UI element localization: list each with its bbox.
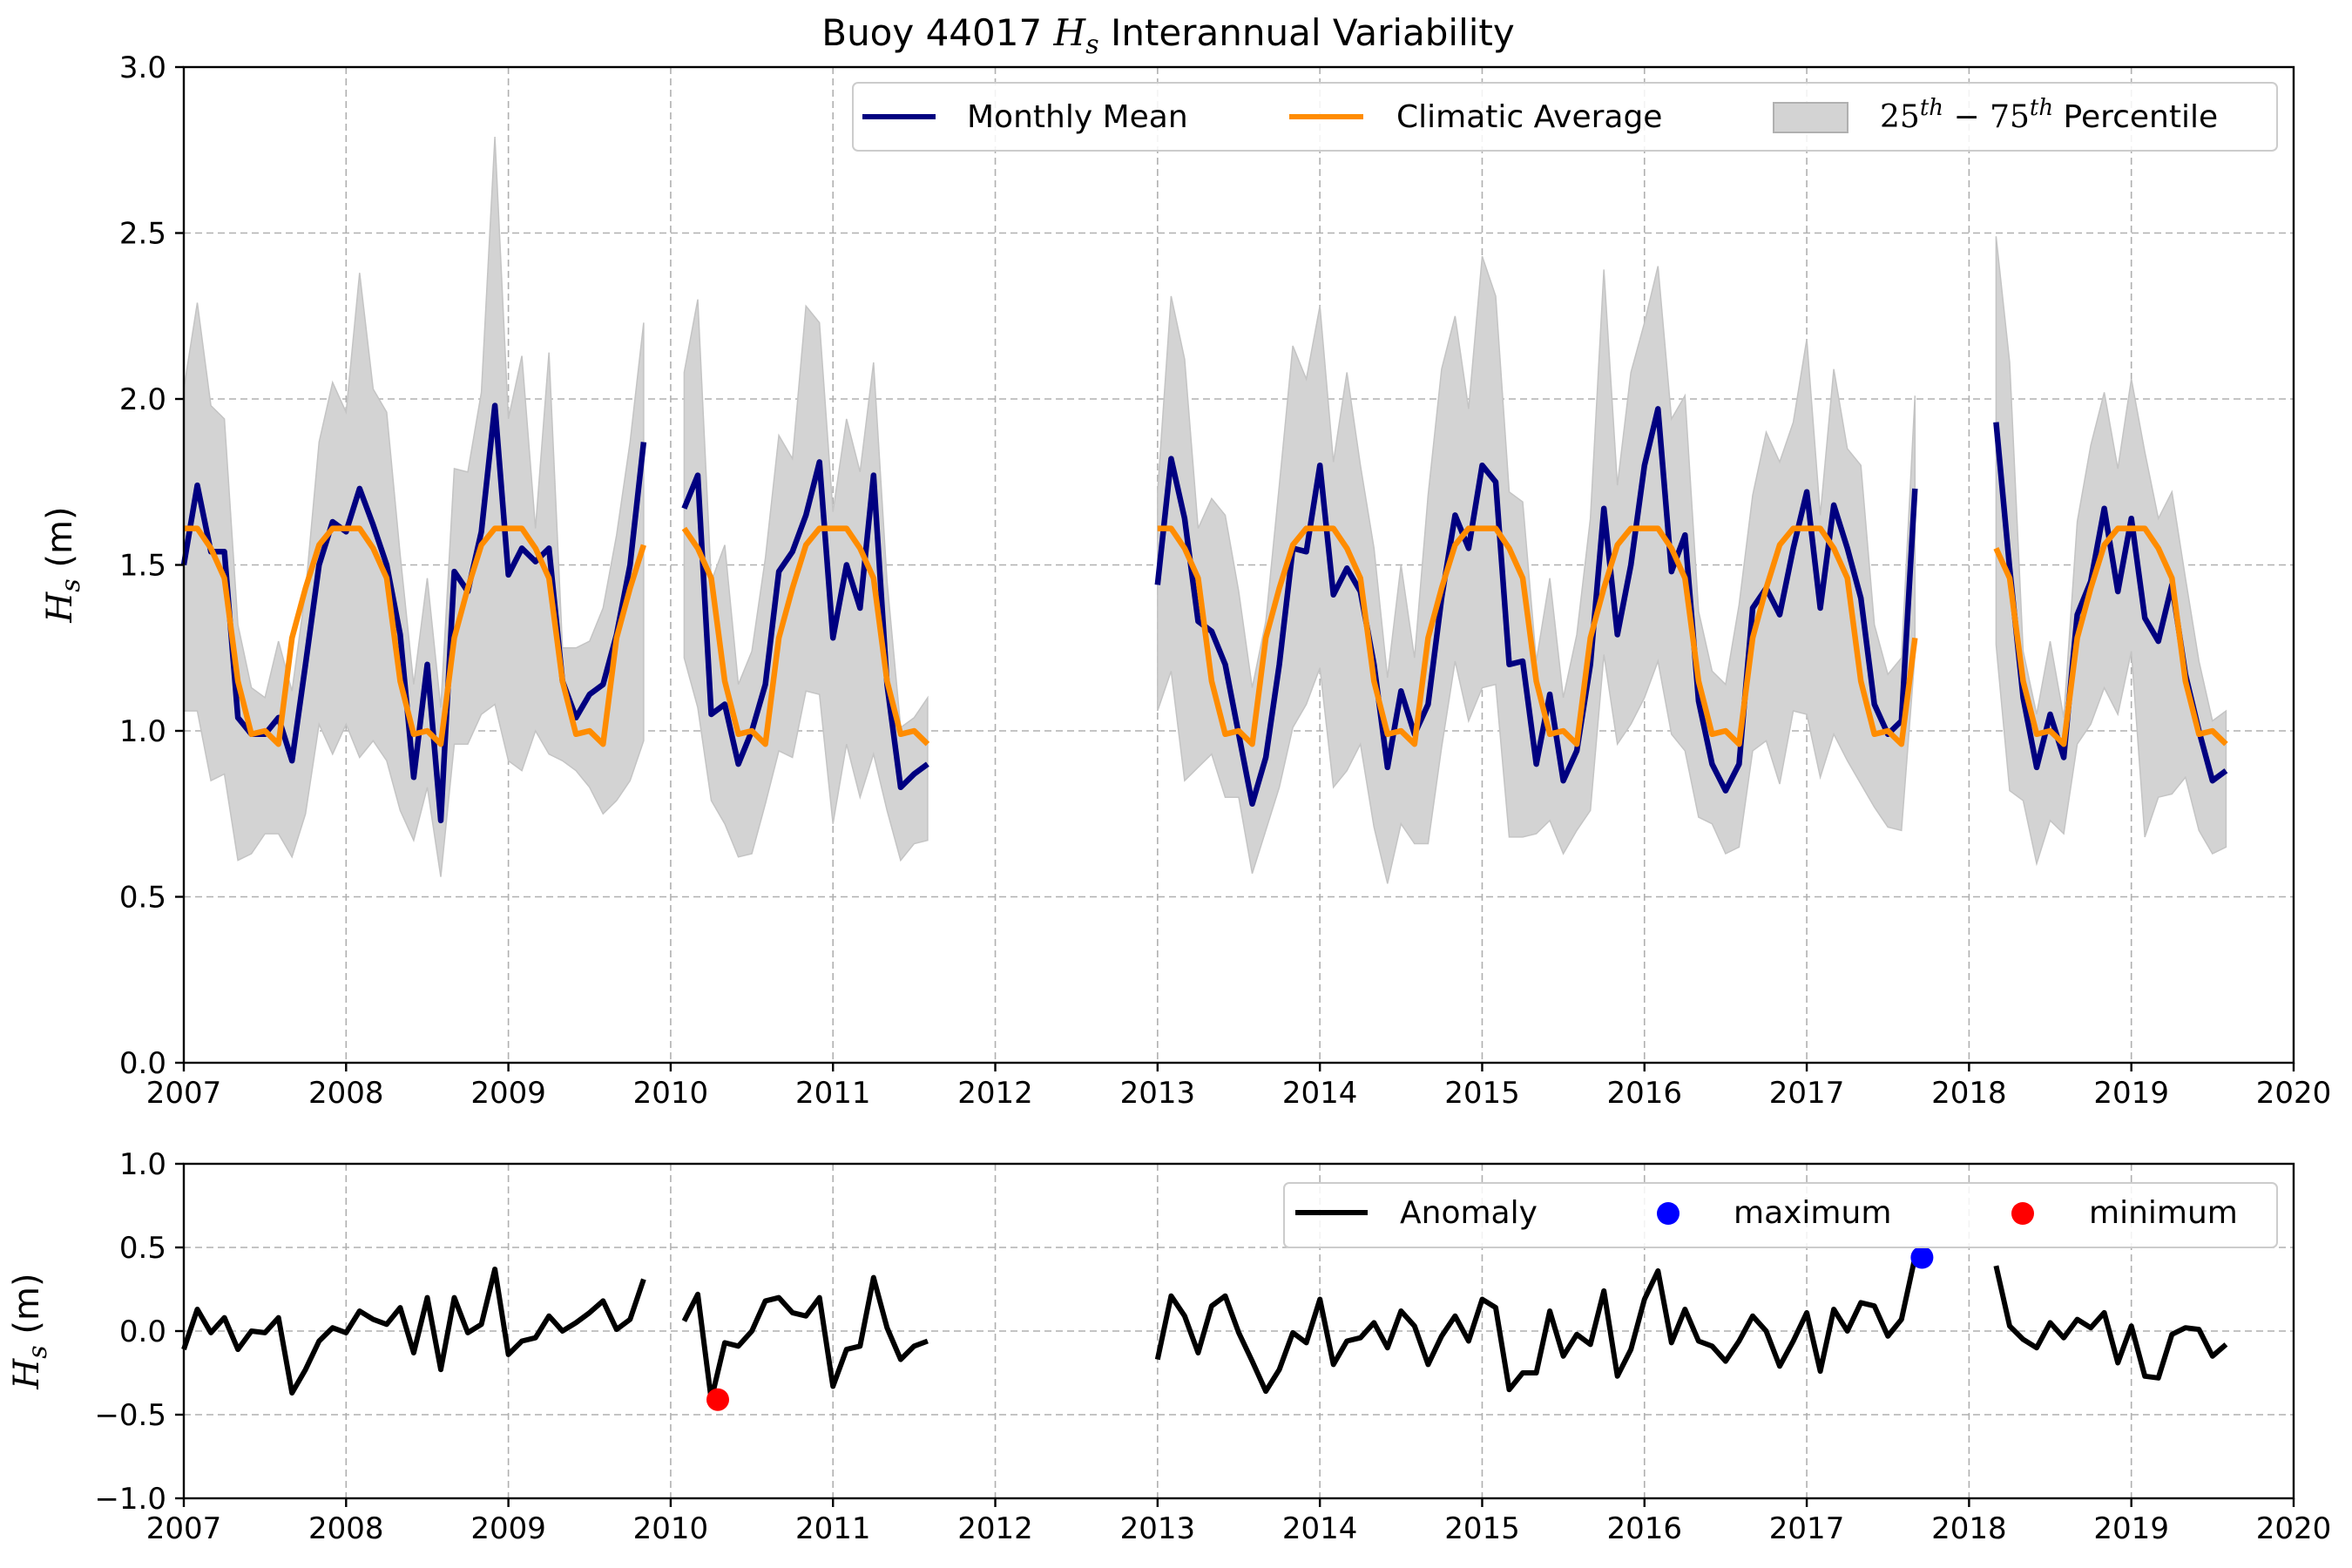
top-y-tick-label-2.0: 2.0 [119, 382, 166, 417]
bottom-x-tick-label-2007: 2007 [146, 1511, 222, 1546]
bottom-y-tick-label-−1.0: −1.0 [94, 1482, 166, 1517]
bottom-x-tick-label-2016: 2016 [1607, 1511, 1683, 1546]
legend-swatch-percentile [1773, 102, 1848, 133]
top-panel: Buoy 44017 Hs Interannual Variability 20… [40, 11, 2331, 1111]
top-y-tick-label-0.0: 0.0 [119, 1046, 166, 1081]
climatic-average-line-segment-1 [184, 525, 647, 747]
monthly-mean-line-segment-3 [1154, 406, 1918, 808]
anomaly-line-segment-3 [1154, 1256, 1918, 1395]
bottom-x-tick-label-2017: 2017 [1769, 1511, 1845, 1546]
maximum-marker [1910, 1246, 1934, 1269]
top-x-tick-label-2012: 2012 [957, 1076, 1033, 1111]
anomaly-lines [181, 1256, 2228, 1402]
top-x-tick-label-2013: 2013 [1120, 1076, 1196, 1111]
chart-title: Buoy 44017 Hs Interannual Variability [821, 11, 1515, 60]
legend-label-maximum: maximum [1734, 1195, 1891, 1231]
minimum-marker [706, 1388, 729, 1411]
top-x-tick-label-2020: 2020 [2256, 1076, 2332, 1111]
top-y-tick-label-3.0: 3.0 [119, 51, 166, 85]
top-x-tick-label-2007: 2007 [146, 1076, 222, 1111]
legend-label-anomaly: Anomaly [1400, 1195, 1538, 1231]
bottom-legend-box [1283, 1182, 2278, 1248]
bottom-y-tick-label-1.0: 1.0 [119, 1147, 166, 1182]
bottom-x-tick-label-2008: 2008 [308, 1511, 384, 1546]
bottom-x-tick-label-2013: 2013 [1120, 1511, 1196, 1546]
bottom-x-tick-label-2020: 2020 [2256, 1511, 2332, 1546]
top-x-tick-label-2009: 2009 [470, 1076, 546, 1111]
top-x-tick-label-2011: 2011 [795, 1076, 871, 1111]
legend-label-climatic-average: Climatic Average [1396, 99, 1662, 135]
legend-swatch-maximum [1657, 1202, 1680, 1225]
top-y-tick-label-2.5: 2.5 [119, 217, 166, 252]
top-x-tick-label-2019: 2019 [2093, 1076, 2169, 1111]
legend-label-monthly-mean: Monthly Mean [967, 99, 1188, 135]
bottom-x-tick-label-2019: 2019 [2093, 1511, 2169, 1546]
bottom-panel: 2007 2008 2009 2010 2011 2012 2013 2014 2015 2016… [7, 1147, 2331, 1546]
top-legend: Monthly Mean Climatic Average 25th − 75t… [852, 82, 2278, 152]
extreme-markers [706, 1246, 1934, 1411]
percentile-band-segment-2 [683, 299, 929, 862]
bottom-y-axis-label: Hs (m) [7, 1273, 53, 1389]
top-x-tick-label-2017: 2017 [1769, 1076, 1845, 1111]
top-x-tick-label-2016: 2016 [1607, 1076, 1683, 1111]
bottom-y-tick-label-0.5: 0.5 [119, 1231, 166, 1266]
bottom-x-tick-label-2010: 2010 [633, 1511, 709, 1546]
bottom-x-tick-label-2018: 2018 [1931, 1511, 2007, 1546]
percentile-band [183, 136, 2227, 884]
legend-swatch-minimum [2011, 1202, 2034, 1225]
top-x-tick-label-2018: 2018 [1931, 1076, 2007, 1111]
top-x-tick-label-2014: 2014 [1282, 1076, 1358, 1111]
anomaly-line-segment-4 [1993, 1265, 2228, 1381]
bottom-legend: Anomaly maximum minimum [1283, 1182, 2278, 1248]
top-y-tick-label-1.5: 1.5 [119, 549, 166, 584]
bottom-x-axis: 2007 2008 2009 2010 2011 2012 2013 2014 2015 2016… [146, 1498, 2332, 1546]
top-x-tick-label-2015: 2015 [1444, 1076, 1520, 1111]
bottom-y-tick-label-0.0: 0.0 [119, 1315, 166, 1349]
top-legend-box [852, 82, 2278, 152]
top-x-tick-label-2010: 2010 [633, 1076, 709, 1111]
bottom-x-tick-label-2015: 2015 [1444, 1511, 1520, 1546]
top-y-axis-label: Hs (m) [40, 506, 86, 623]
anomaly-line-segment-2 [681, 1274, 929, 1402]
top-y-axis: 0.0 0.5 1.0 1.5 2.0 2.5 3.0 [119, 51, 184, 1081]
top-x-tick-label-2008: 2008 [308, 1076, 384, 1111]
anomaly-line-segment-1 [181, 1267, 646, 1396]
top-y-tick-label-0.5: 0.5 [119, 881, 166, 916]
legend-label-minimum: minimum [2089, 1195, 2238, 1231]
top-grid [184, 67, 2294, 1063]
top-x-axis: 2007 2008 2009 2010 2011 2012 2013 2014 2015 2016… [146, 1063, 2332, 1111]
bottom-x-tick-label-2009: 2009 [470, 1511, 546, 1546]
legend-label-percentile: 25th − 75th Percentile [1880, 95, 2218, 135]
top-y-tick-label-1.0: 1.0 [119, 714, 166, 749]
climatic-average-line-segment-2 [681, 525, 930, 747]
top-series-lines [180, 402, 2228, 824]
bottom-y-tick-label-−0.5: −0.5 [94, 1398, 166, 1433]
bottom-x-tick-label-2012: 2012 [957, 1511, 1033, 1546]
bottom-y-axis: −1.0 −0.5 0.0 0.5 1.0 [94, 1147, 184, 1517]
bottom-x-tick-label-2011: 2011 [795, 1511, 871, 1546]
bottom-x-tick-label-2014: 2014 [1282, 1511, 1358, 1546]
percentile-band-segment-1 [183, 136, 645, 877]
climatic-average-line-segment-3 [1157, 525, 1918, 747]
climatic-average-line-segment-4 [1993, 525, 2228, 747]
